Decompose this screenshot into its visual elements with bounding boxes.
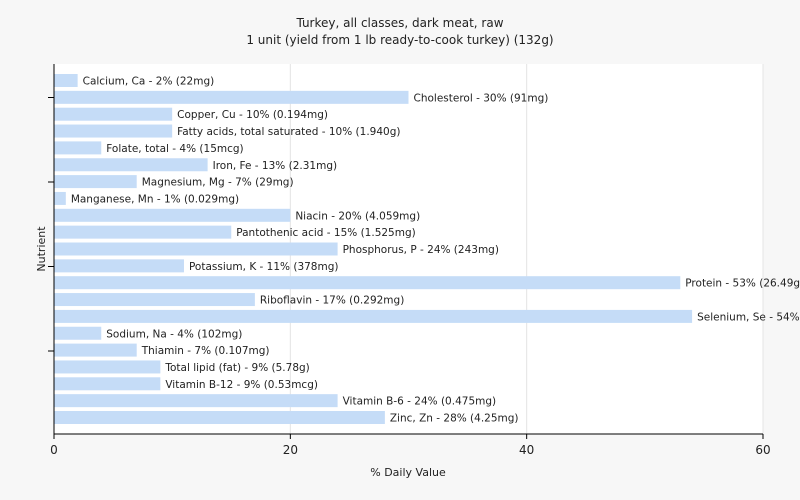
bar xyxy=(54,175,137,189)
axes xyxy=(48,64,764,439)
bar-label: Protein - 53% (26.49g) xyxy=(685,278,800,290)
bar-label: Riboflavin - 17% (0.292mg) xyxy=(260,295,404,307)
bar-label: Total lipid (fat) - 9% (5.78g) xyxy=(164,362,309,374)
bar xyxy=(54,377,161,391)
bar-label: Iron, Fe - 13% (2.31mg) xyxy=(213,160,337,172)
bar-label: Thiamin - 7% (0.107mg) xyxy=(141,345,270,357)
bar xyxy=(54,343,137,357)
bar xyxy=(54,90,409,104)
bar-label: Calcium, Ca - 2% (22mg) xyxy=(83,76,215,88)
bar-label: Magnesium, Mg - 7% (29mg) xyxy=(142,177,294,189)
bar-label: Fatty acids, total saturated - 10% (1.94… xyxy=(177,126,400,138)
bar xyxy=(54,394,338,408)
bar-label: Cholesterol - 30% (91mg) xyxy=(414,92,549,104)
chart-title: Turkey, all classes, dark meat, raw xyxy=(295,16,503,30)
x-tick-labels: 0 20 40 60 xyxy=(50,443,770,457)
bar xyxy=(54,158,208,172)
bar-labels: Calcium, Ca - 2% (22mg) Cholesterol - 30%… xyxy=(71,76,800,425)
bar-label: Pantothenic acid - 15% (1.525mg) xyxy=(236,227,415,239)
bar xyxy=(54,124,173,138)
chart-subtitle: 1 unit (yield from 1 lb ready-to-cook tu… xyxy=(246,33,553,47)
bar xyxy=(54,242,338,256)
bar xyxy=(54,208,291,222)
bar xyxy=(54,411,385,424)
bar xyxy=(54,259,184,273)
x-tick-label: 60 xyxy=(755,443,770,457)
bar xyxy=(54,293,255,307)
y-axis-label: Nutrient xyxy=(35,226,48,272)
bar-label: Folate, total - 4% (15mcg) xyxy=(106,143,243,155)
bar-label: Manganese, Mn - 1% (0.029mg) xyxy=(71,193,239,205)
bar xyxy=(54,141,102,155)
bars xyxy=(54,74,693,424)
x-tick-label: 0 xyxy=(50,443,58,457)
bar-label: Vitamin B-12 - 9% (0.53mcg) xyxy=(165,379,318,391)
bar xyxy=(54,326,102,340)
bar xyxy=(54,74,78,87)
bar-label: Selenium, Se - 54% (37.8mcg) xyxy=(697,311,800,323)
bar-label: Phosphorus, P - 24% (243mg) xyxy=(343,244,499,256)
bar xyxy=(54,360,161,374)
bar xyxy=(54,191,66,205)
x-tick-label: 20 xyxy=(283,443,298,457)
x-tick-label: 40 xyxy=(519,443,534,457)
x-axis-label: % Daily Value xyxy=(370,466,446,479)
bar xyxy=(54,276,681,290)
bar xyxy=(54,107,173,121)
bar xyxy=(54,309,693,323)
bar-label: Vitamin B-6 - 24% (0.475mg) xyxy=(343,396,497,408)
bar xyxy=(54,225,232,239)
bar-label: Potassium, K - 11% (378mg) xyxy=(189,261,339,273)
bar-label: Niacin - 20% (4.059mg) xyxy=(295,210,420,222)
bar-label: Sodium, Na - 4% (102mg) xyxy=(106,328,242,340)
bar-label: Copper, Cu - 10% (0.194mg) xyxy=(177,109,328,121)
bar-label: Zinc, Zn - 28% (4.25mg) xyxy=(390,413,519,425)
